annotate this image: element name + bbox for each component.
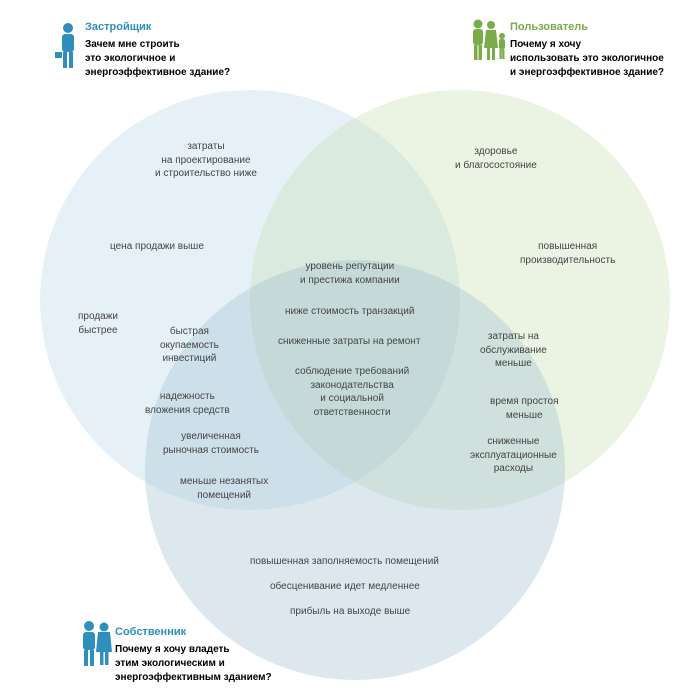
venn-item: сниженные затраты на ремонт bbox=[278, 335, 420, 349]
owner-label: Собственник Почему я хочу владеть этим э… bbox=[115, 625, 272, 685]
venn-item: надежность вложения средств bbox=[145, 390, 230, 417]
venn-item: уровень репутации и престижа компании bbox=[300, 260, 400, 287]
venn-item: прибыль на выходе выше bbox=[290, 605, 410, 619]
venn-item: затраты на обслуживание меньше bbox=[480, 330, 547, 371]
venn-item: обесценивание идет медленнее bbox=[270, 580, 420, 594]
developer-question: Зачем мне строить это экологичное и энер… bbox=[85, 38, 230, 80]
venn-item: продажи быстрее bbox=[78, 310, 118, 337]
venn-item: сниженные эксплуатационные расходы bbox=[470, 435, 557, 476]
owner-question: Почему я хочу владеть этим экологическим… bbox=[115, 643, 272, 685]
venn-item: время простоя меньше bbox=[490, 395, 559, 422]
venn-item: соблюдение требований законодательства и… bbox=[295, 365, 409, 419]
venn-item: повышенная заполняемость помещений bbox=[250, 555, 439, 569]
venn-item: здоровье и благосостояние bbox=[455, 145, 537, 172]
venn-item: затраты на проектирование и строительств… bbox=[155, 140, 257, 181]
venn-item: быстрая окупаемость инвестиций bbox=[160, 325, 219, 366]
user-question: Почему я хочу использовать это экологичн… bbox=[510, 38, 664, 80]
developer-title: Застройщик bbox=[85, 20, 230, 35]
owner-pair-icon bbox=[80, 620, 114, 673]
venn-item: цена продажи выше bbox=[110, 240, 204, 254]
developer-label: Застройщик Зачем мне строить это экологи… bbox=[85, 20, 230, 80]
owner-title: Собственник bbox=[115, 625, 272, 640]
user-label: Пользователь Почему я хочу использовать … bbox=[510, 20, 664, 80]
user-title: Пользователь bbox=[510, 20, 664, 35]
venn-item: меньше незанятых помещений bbox=[180, 475, 268, 502]
venn-item: ниже стоимость транзакций bbox=[285, 305, 414, 319]
venn-item: повышенная производительность bbox=[520, 240, 615, 267]
venn-item: увеличенная рыночная стоимость bbox=[163, 430, 259, 457]
user-family-icon bbox=[468, 18, 508, 71]
developer-icon bbox=[55, 22, 81, 75]
